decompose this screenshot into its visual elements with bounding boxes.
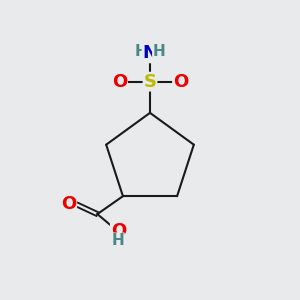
Text: H: H (111, 233, 124, 248)
Text: S: S (143, 73, 157, 91)
Text: H: H (152, 44, 165, 59)
Text: O: O (173, 73, 188, 91)
Text: H: H (135, 44, 148, 59)
Text: N: N (142, 44, 158, 62)
Text: O: O (112, 73, 127, 91)
Text: O: O (61, 195, 76, 213)
Text: O: O (111, 222, 126, 240)
